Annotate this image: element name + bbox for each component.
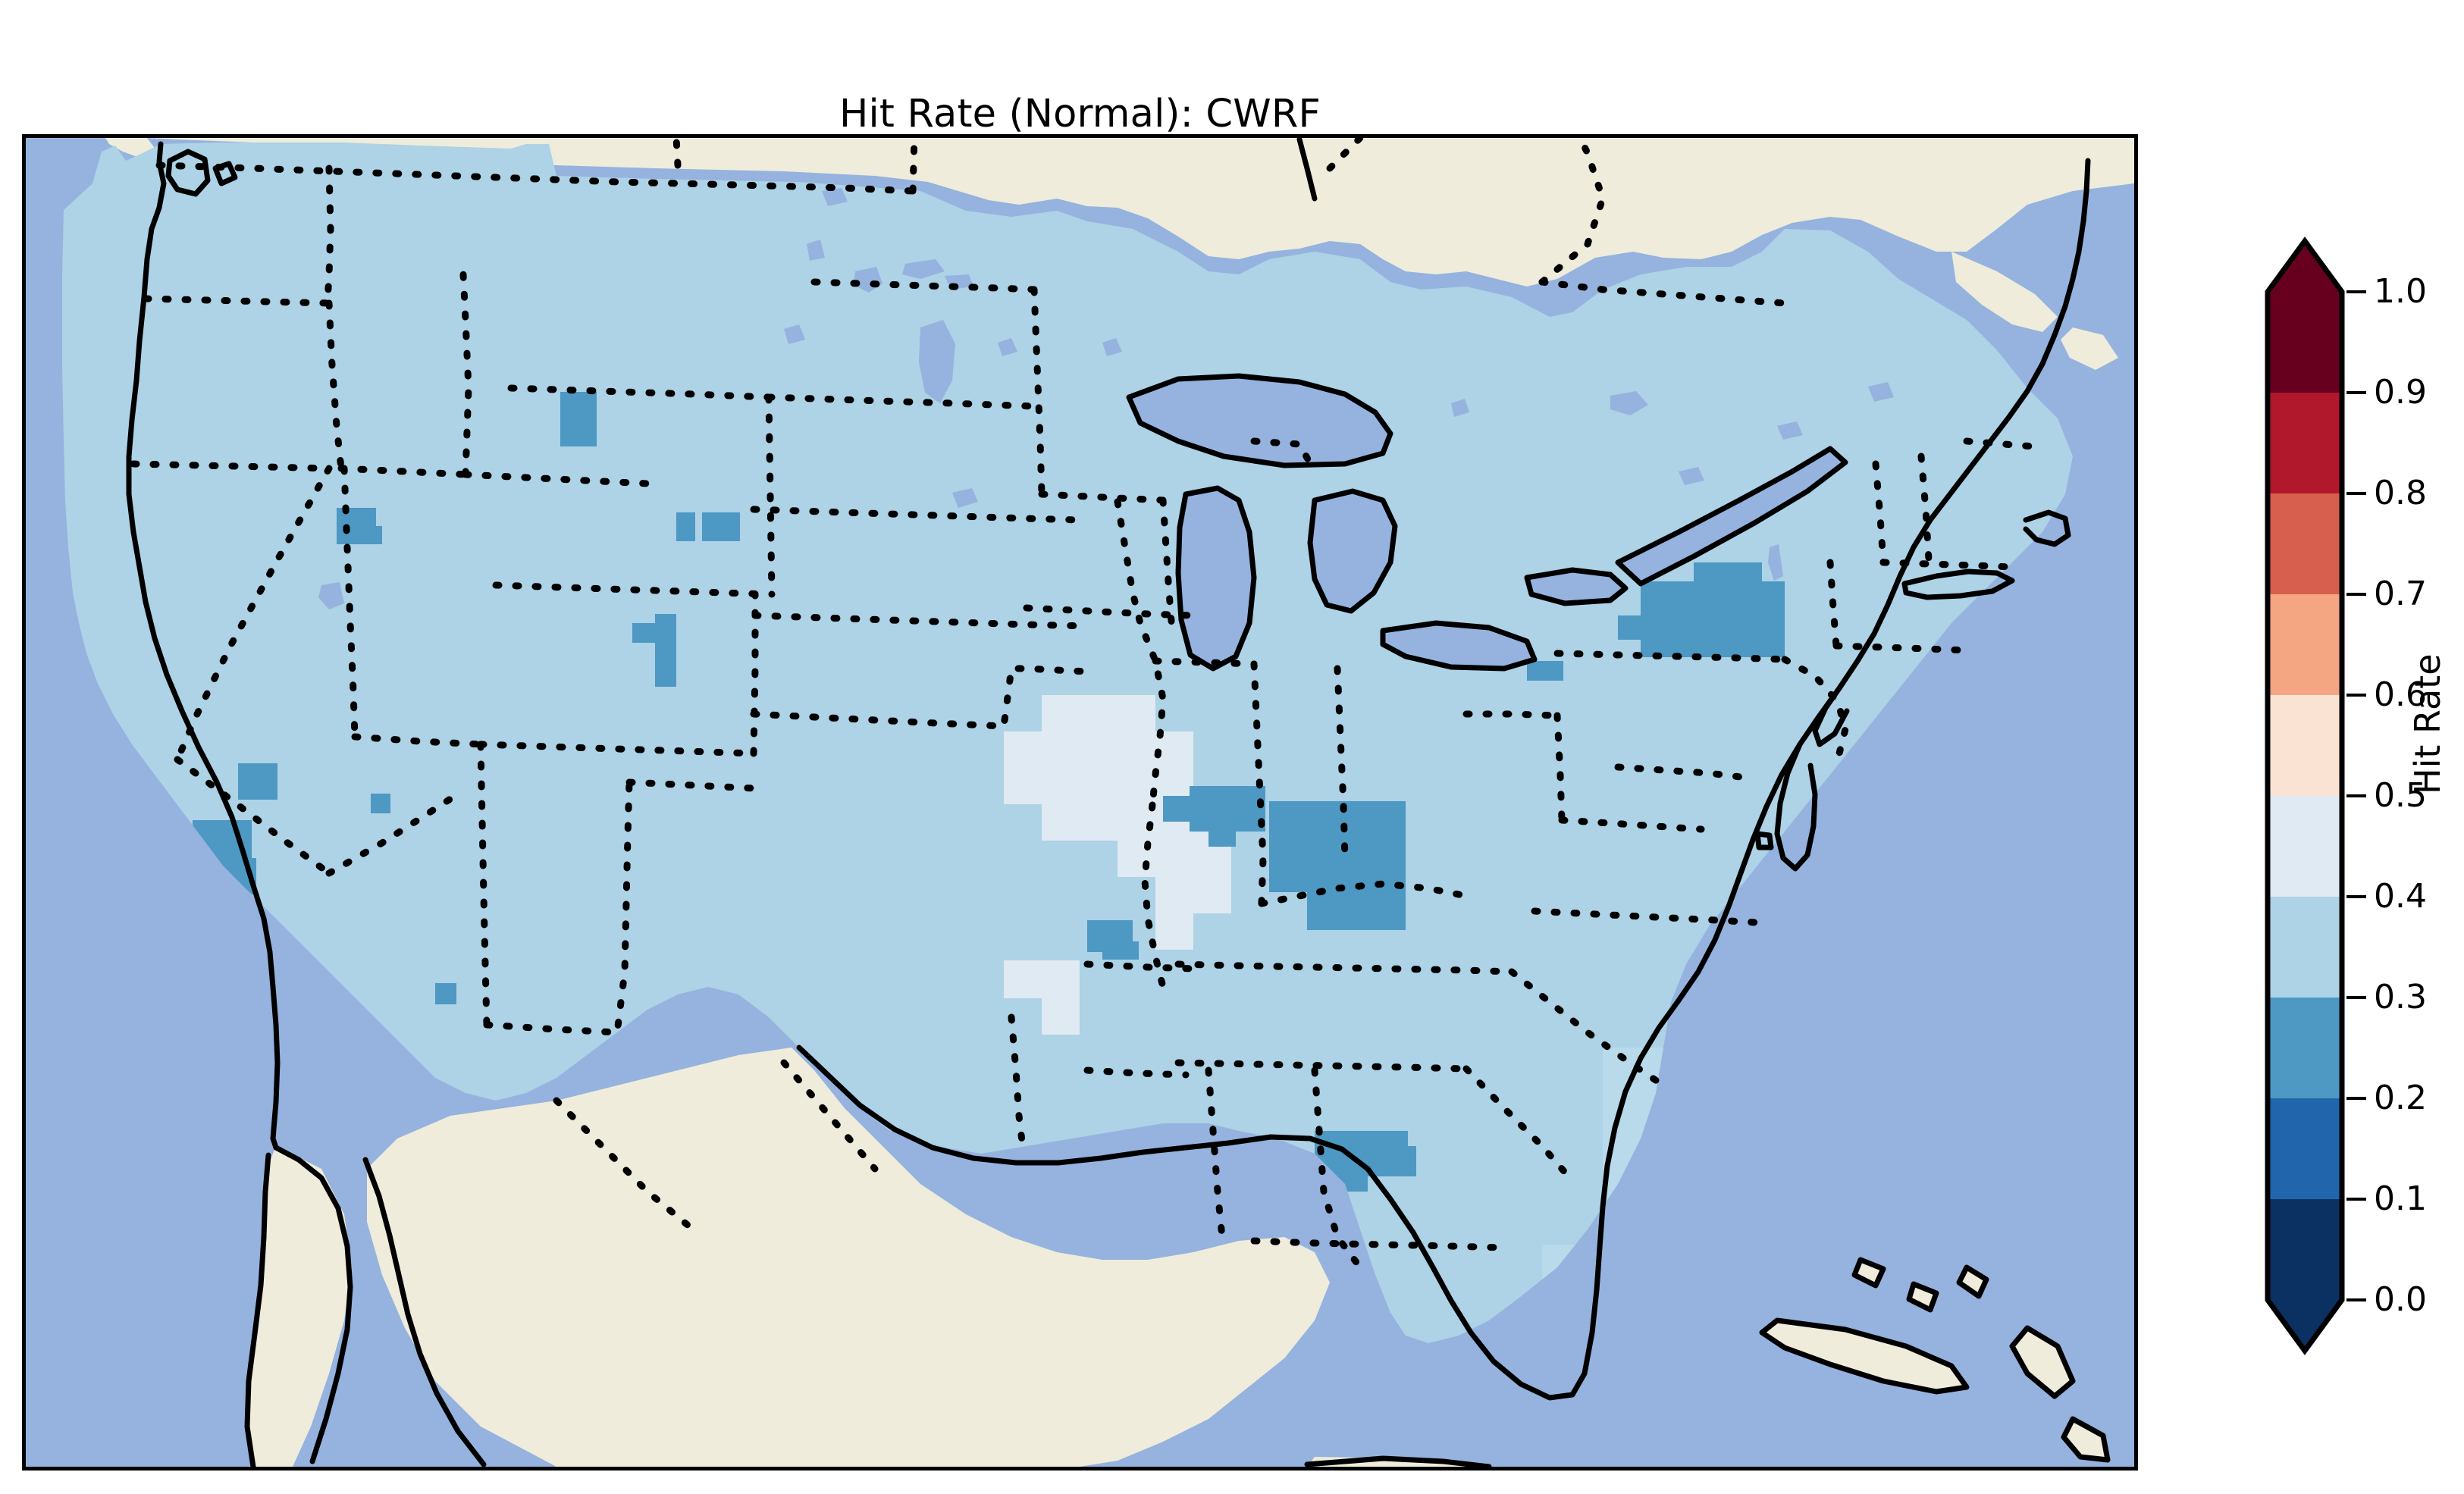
colorbar-tick-label: 0.1: [2374, 1179, 2427, 1218]
colorbar-extend-max: [2268, 241, 2342, 292]
colorbar-band: [2268, 393, 2342, 494]
colorbar-band: [2268, 998, 2342, 1099]
colorbar-tick-mark: [2346, 391, 2366, 394]
colorbar-tick-mark: [2346, 895, 2366, 898]
foreign-land-layer: [105, 138, 2134, 1467]
colorbar-tick-label: 0.2: [2374, 1079, 2427, 1117]
colorbar-band: [2268, 292, 2342, 393]
colorbar-tick-label: 1.0: [2374, 272, 2427, 311]
colorbar-band: [2268, 493, 2342, 595]
colorbar-tick-label: 0.7: [2374, 575, 2427, 613]
colorbar-tick-mark: [2346, 1097, 2366, 1100]
colorbar-tick-mark: [2346, 1298, 2366, 1301]
colorbar-tick-label: 0.0: [2374, 1280, 2427, 1319]
colorbar-extend-min: [2268, 1300, 2342, 1351]
colorbar-tick-mark: [2346, 492, 2366, 495]
map-canvas: [26, 138, 2134, 1467]
colorbar-band: [2268, 796, 2342, 897]
map-axes: [22, 134, 2138, 1471]
great-lakes-layer: [318, 188, 1894, 669]
colorbar-tick-mark: [2346, 996, 2366, 999]
colorbar-tick-mark: [2346, 593, 2366, 596]
colorbar-band: [2268, 897, 2342, 998]
colorbar-tick-mark: [2346, 794, 2366, 797]
colorbar-tick-label: 0.3: [2374, 978, 2427, 1016]
colorbar-band: [2268, 1098, 2342, 1200]
map-svg: [26, 138, 2134, 1467]
colorbar-gradient: [2265, 236, 2345, 1355]
colorbar-band: [2268, 594, 2342, 696]
colorbar-tick-label: 0.4: [2374, 877, 2427, 916]
colorbar-tick-mark: [2346, 694, 2366, 697]
state-borders-layer: [130, 138, 2046, 1271]
title-line-1: Hit Rate (Normal): CWRF: [839, 92, 1321, 137]
colorbar-band: [2268, 1199, 2342, 1301]
colorbar-tick-label: 0.6: [2374, 675, 2427, 714]
colorbar-axis-label: Hit Rate: [2407, 653, 2448, 794]
colorbar-tick-mark: [2346, 1198, 2366, 1201]
colorbar-tick-mark: [2346, 290, 2366, 293]
band-045-cells: [1004, 695, 1231, 1035]
colorbar-tick-label: 0.9: [2374, 373, 2427, 412]
colorbar-tick-label: 0.8: [2374, 474, 2427, 512]
colorbar-tick-label: 0.5: [2374, 776, 2427, 815]
colorbar-band: [2268, 695, 2342, 797]
colorbar[interactable]: 1.0 0.9 0.8 0.7 0.6 0.5 0.4 0.3 0.2 0.1 0.0: [2263, 227, 2427, 1364]
